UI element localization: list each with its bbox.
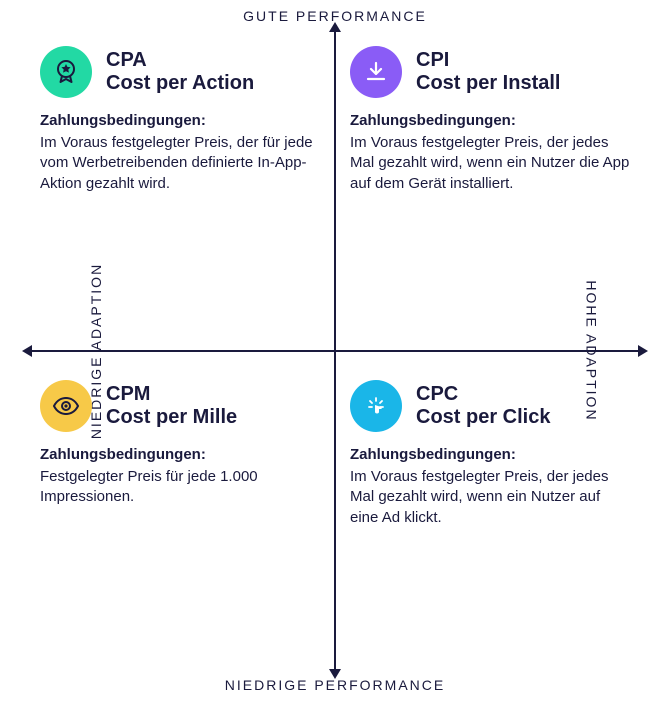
arrow-up-icon xyxy=(329,22,341,32)
quadrant-title: CPA Cost per Action xyxy=(106,49,254,95)
quadrant-title: CPI Cost per Install xyxy=(416,49,560,95)
quadrant-header: CPC Cost per Click xyxy=(350,380,630,432)
eye-icon xyxy=(40,380,92,432)
terms-label: Zahlungsbedingungen: xyxy=(40,112,320,129)
terms-label: Zahlungsbedingungen: xyxy=(350,446,630,463)
quadrant-abbr: CPI xyxy=(416,49,560,72)
arrow-down-icon xyxy=(329,669,341,679)
terms-label: Zahlungsbedingungen: xyxy=(40,446,320,463)
click-icon xyxy=(350,380,402,432)
terms-label: Zahlungsbedingungen: xyxy=(350,112,630,129)
axis-label-bottom: NIEDRIGE PERFORMANCE xyxy=(225,677,445,693)
quadrant-header: CPI Cost per Install xyxy=(350,46,630,98)
quadrant-abbr: CPM xyxy=(106,383,237,406)
quadrant-header: CPA Cost per Action xyxy=(40,46,320,98)
download-icon xyxy=(350,46,402,98)
arrow-left-icon xyxy=(22,345,32,357)
quadrant-title: CPM Cost per Mille xyxy=(106,383,237,429)
quadrant-fullname: Cost per Click xyxy=(416,406,550,429)
quadrant-fullname: Cost per Install xyxy=(416,72,560,95)
quadrant-cpc: CPC Cost per Click Zahlungsbedingungen: … xyxy=(350,380,630,528)
quadrant-abbr: CPA xyxy=(106,49,254,72)
arrow-right-icon xyxy=(638,345,648,357)
terms-body: Im Voraus festgelegter Preis, der für je… xyxy=(40,133,320,194)
terms-body: Im Voraus festgelegter Preis, der jedes … xyxy=(350,133,630,194)
quadrant-cpi: CPI Cost per Install Zahlungsbedingungen… xyxy=(350,46,630,194)
terms-body: Im Voraus festgelegter Preis, der jedes … xyxy=(350,467,630,528)
axis-horizontal xyxy=(30,350,640,352)
quadrant-cpa: CPA Cost per Action Zahlungsbedingungen:… xyxy=(40,46,320,194)
quadrant-cpm: CPM Cost per Mille Zahlungsbedingungen: … xyxy=(40,380,320,508)
terms-body: Festgelegter Preis für jede 1.000 Impres… xyxy=(40,467,320,508)
quadrant-header: CPM Cost per Mille xyxy=(40,380,320,432)
award-icon xyxy=(40,46,92,98)
quadrant-fullname: Cost per Mille xyxy=(106,406,237,429)
quadrant-abbr: CPC xyxy=(416,383,550,406)
quadrant-title: CPC Cost per Click xyxy=(416,383,550,429)
quadrant-fullname: Cost per Action xyxy=(106,72,254,95)
